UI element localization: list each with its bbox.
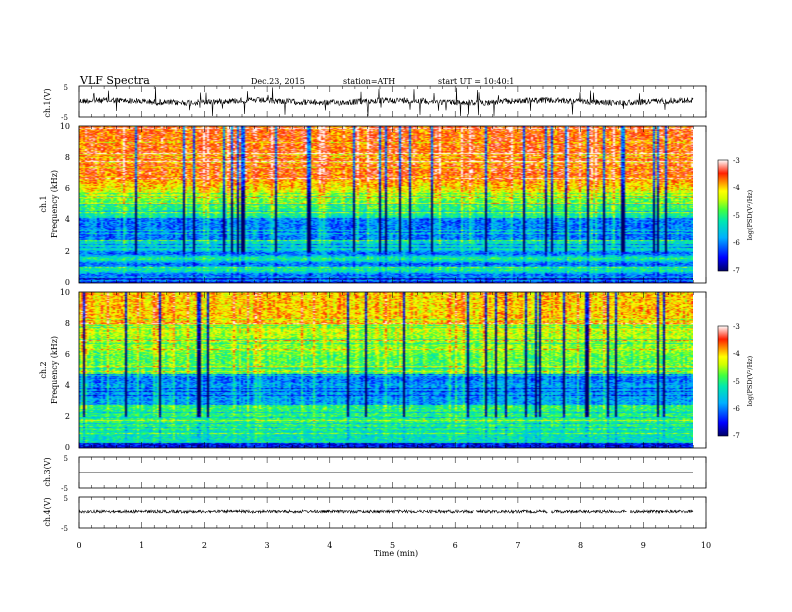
- ch4-ytick-top: 5: [64, 495, 68, 503]
- ch1-cbar-tick: -6: [733, 239, 740, 247]
- ch1-cbar-tick: -3: [733, 157, 740, 165]
- ch4-voltage-panel: 5 -5 ch.4(V): [43, 495, 707, 533]
- ch1-colorbar-label: log(PSD(V²/Hz): [746, 189, 754, 240]
- ch1-cbar-tick: -7: [733, 267, 740, 275]
- x-tick-label: 5: [390, 541, 395, 550]
- ch2-freq-tick: 6: [65, 350, 70, 359]
- ch2-spectrogram-panel: 0 2 4 6 8 10 ch.2 Frequency (kHz) -3 -4 …: [39, 288, 754, 452]
- ch1-voltage-ylabel: ch.1(V): [43, 88, 52, 117]
- ch2-freq-tick: 4: [65, 381, 70, 390]
- ch2-colorbar-label: log(PSD(V²/Hz): [746, 355, 754, 406]
- axis-tick-marks: [78, 86, 707, 528]
- x-axis-ticks: 0 1 2 3 4 5 6 7 8 9 10: [76, 541, 711, 550]
- ch2-colorbar: [718, 326, 728, 436]
- ch2-colorbar-frame: [717, 325, 729, 437]
- x-tick-label: 3: [265, 541, 270, 550]
- ch1-ytick-top: 5: [64, 84, 68, 92]
- x-tick-label: 10: [701, 541, 711, 550]
- figure-title: VLF Spectra: [79, 74, 150, 87]
- ch3-voltage-ylabel: ch.3(V): [43, 457, 52, 486]
- ch1-cbar-tick: -4: [733, 184, 740, 192]
- station-label: station=ATH: [343, 77, 395, 86]
- x-tick-label: 7: [515, 541, 520, 550]
- ch2-freq-ticks: 0 2 4 6 8 10: [60, 288, 70, 452]
- ch2-cbar-tick: -6: [733, 405, 740, 413]
- ch1-spectrogram-panel: 0 2 4 6 8 10 ch.1 Frequency (kHz) -3 -4 …: [39, 122, 754, 287]
- x-tick-label: 6: [453, 541, 458, 550]
- x-tick-label: 9: [641, 541, 646, 550]
- ch1-spectrogram-image: [79, 126, 693, 283]
- x-tick-label: 1: [139, 541, 144, 550]
- ch2-freq-tick: 10: [60, 288, 70, 297]
- ch1-freq-tick: 6: [65, 184, 70, 193]
- ch2-spectrogram-image: [79, 292, 693, 448]
- ch1-colorbar: [718, 160, 728, 271]
- ch1-freq-ticks: 0 2 4 6 8 10: [60, 122, 70, 287]
- ch3-ytick-top: 5: [64, 455, 68, 463]
- ch1-freq-tick: 4: [65, 215, 70, 224]
- ch1-voltage-trace: [78, 86, 694, 117]
- ch1-frequency-ylabel: Frequency (kHz): [50, 170, 59, 238]
- x-axis-label: Time (min): [374, 549, 418, 558]
- ch1-voltage-panel: 5 -5 ch.1(V): [43, 84, 707, 122]
- x-tick-label: 4: [327, 541, 332, 550]
- ch2-freq-tick: 8: [65, 319, 70, 328]
- ch1-ytick-bottom: -5: [61, 114, 68, 122]
- ch2-cbar-tick: -7: [733, 432, 740, 440]
- ch4-voltage-ylabel: ch.4(V): [43, 497, 52, 526]
- x-tick-label: 0: [76, 541, 81, 550]
- ch3-ytick-bottom: -5: [61, 485, 68, 493]
- ch1-freq-tick: 2: [65, 247, 70, 256]
- ch3-voltage-panel: 5 -5 ch.3(V): [43, 455, 707, 493]
- date-label: Dec.23, 2015: [251, 77, 305, 86]
- ch2-channel-label: ch.2: [39, 361, 48, 378]
- ch1-freq-tick: 10: [60, 122, 70, 131]
- time-grid-ticks: [78, 86, 707, 528]
- ch4-voltage-trace: [78, 508, 694, 515]
- ch1-freq-tick: 0: [65, 278, 70, 287]
- ch1-freq-tick: 8: [65, 153, 70, 162]
- ch2-cbar-tick: -5: [733, 378, 740, 386]
- ch1-channel-label: ch.1: [39, 195, 48, 212]
- ch2-freq-tick: 2: [65, 412, 70, 421]
- ch4-ytick-bottom: -5: [61, 525, 68, 533]
- ch2-cbar-tick: -3: [733, 323, 740, 331]
- x-tick-label: 2: [202, 541, 207, 550]
- ch1-colorbar-frame: [717, 159, 729, 272]
- ch2-freq-tick: 0: [65, 443, 70, 452]
- start-time-label: start UT = 10:40:1: [438, 77, 514, 86]
- ch2-frequency-ylabel: Frequency (kHz): [50, 336, 59, 404]
- ch2-cbar-tick: -4: [733, 350, 740, 358]
- x-tick-label: 8: [578, 541, 583, 550]
- ch1-cbar-tick: -5: [733, 212, 740, 220]
